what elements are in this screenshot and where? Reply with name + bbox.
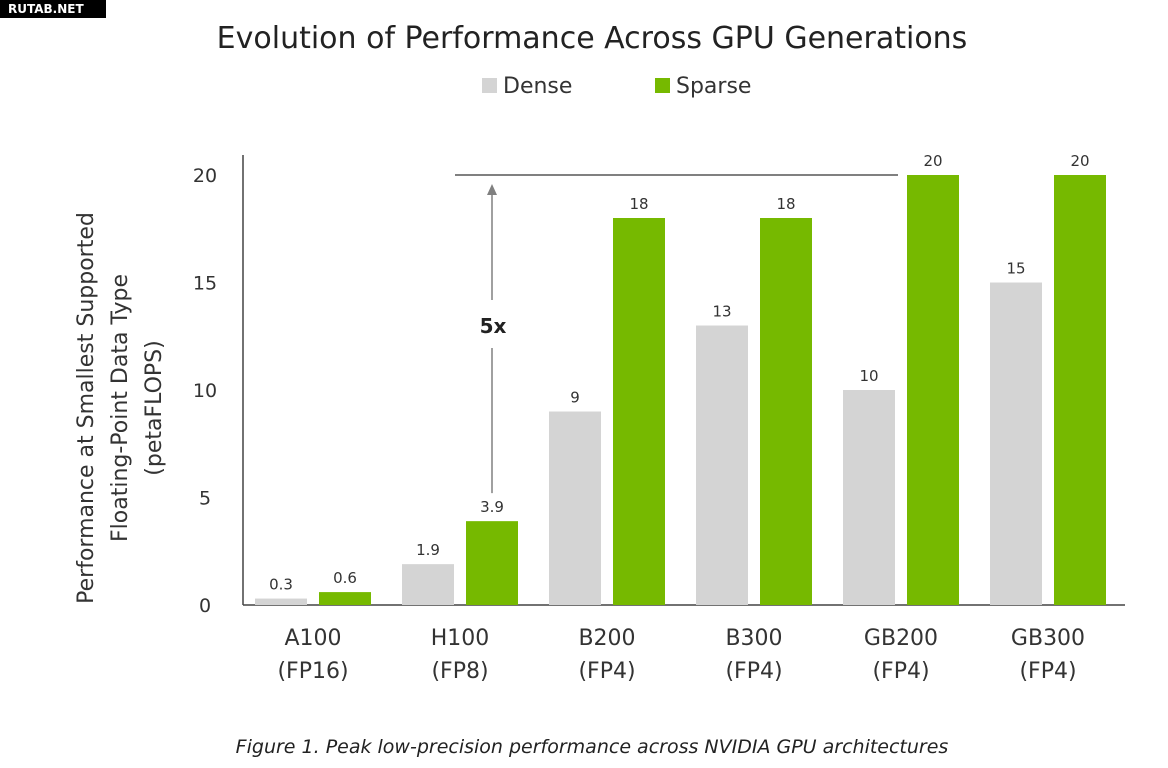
data-label-sparse: 18 bbox=[629, 195, 648, 213]
data-label-sparse: 20 bbox=[923, 152, 942, 170]
data-label-sparse: 0.6 bbox=[333, 569, 357, 587]
x-tick-sublabel: (FP4) bbox=[1019, 659, 1076, 684]
y-tick-label: 5 bbox=[199, 488, 211, 510]
legend-swatch-dense bbox=[482, 78, 497, 93]
x-tick-sublabel: (FP8) bbox=[431, 659, 488, 684]
data-label-sparse: 3.9 bbox=[480, 498, 504, 516]
bar-sparse-gb300 bbox=[1054, 175, 1106, 605]
data-label-dense: 1.9 bbox=[416, 541, 440, 559]
y-tick-label: 15 bbox=[193, 273, 217, 295]
data-label-sparse: 18 bbox=[776, 195, 795, 213]
x-tick-sublabel: (FP4) bbox=[578, 659, 635, 684]
figure-caption: Figure 1. Peak low-precision performance… bbox=[235, 736, 949, 758]
bar-dense-a100 bbox=[255, 598, 307, 605]
bar-sparse-b300 bbox=[760, 218, 812, 605]
data-label-dense: 9 bbox=[570, 389, 580, 407]
bar-sparse-h100 bbox=[466, 521, 518, 605]
data-label-dense: 0.3 bbox=[269, 576, 293, 594]
bar-dense-gb300 bbox=[990, 282, 1042, 605]
chart-title: Evolution of Performance Across GPU Gene… bbox=[217, 21, 968, 56]
x-tick-label: GB200 bbox=[864, 626, 938, 651]
bar-dense-b300 bbox=[696, 325, 748, 605]
bar-chart: Evolution of Performance Across GPU Gene… bbox=[74, 21, 1125, 684]
data-label-dense: 15 bbox=[1006, 260, 1025, 278]
x-tick-label: GB300 bbox=[1011, 626, 1085, 651]
data-label-dense: 10 bbox=[859, 367, 878, 385]
x-tick-label: B200 bbox=[578, 626, 635, 651]
x-tick-label: B300 bbox=[725, 626, 782, 651]
legend-label-dense: Dense bbox=[503, 74, 572, 99]
x-tick-sublabel: (FP4) bbox=[725, 659, 782, 684]
x-tick-label: A100 bbox=[284, 626, 341, 651]
bar-dense-b200 bbox=[549, 411, 601, 605]
x-tick-sublabel: (FP16) bbox=[277, 659, 348, 684]
data-label-sparse: 20 bbox=[1070, 152, 1089, 170]
watermark: RUTAB.NET bbox=[0, 0, 106, 18]
bar-sparse-b200 bbox=[613, 218, 665, 605]
y-tick-label: 20 bbox=[193, 165, 217, 187]
x-tick-sublabel: (FP4) bbox=[872, 659, 929, 684]
bar-sparse-gb200 bbox=[907, 175, 959, 605]
y-axis-label-line: Floating-Point Data Type bbox=[108, 274, 133, 542]
arrow-head bbox=[487, 184, 497, 195]
legend-swatch-sparse bbox=[655, 78, 670, 93]
y-tick-label: 10 bbox=[193, 380, 217, 402]
y-axis-label-line: Performance at Smallest Supported bbox=[74, 212, 99, 604]
bar-dense-h100 bbox=[402, 564, 454, 605]
x-tick-label: H100 bbox=[431, 626, 490, 651]
y-tick-label: 0 bbox=[199, 595, 211, 617]
y-axis-label-line: (petaFLOPS) bbox=[142, 340, 167, 475]
bar-sparse-a100 bbox=[319, 592, 371, 605]
annotation-label: 5x bbox=[480, 314, 507, 338]
legend-label-sparse: Sparse bbox=[676, 74, 751, 99]
data-label-dense: 13 bbox=[712, 303, 731, 321]
bar-dense-gb200 bbox=[843, 390, 895, 605]
